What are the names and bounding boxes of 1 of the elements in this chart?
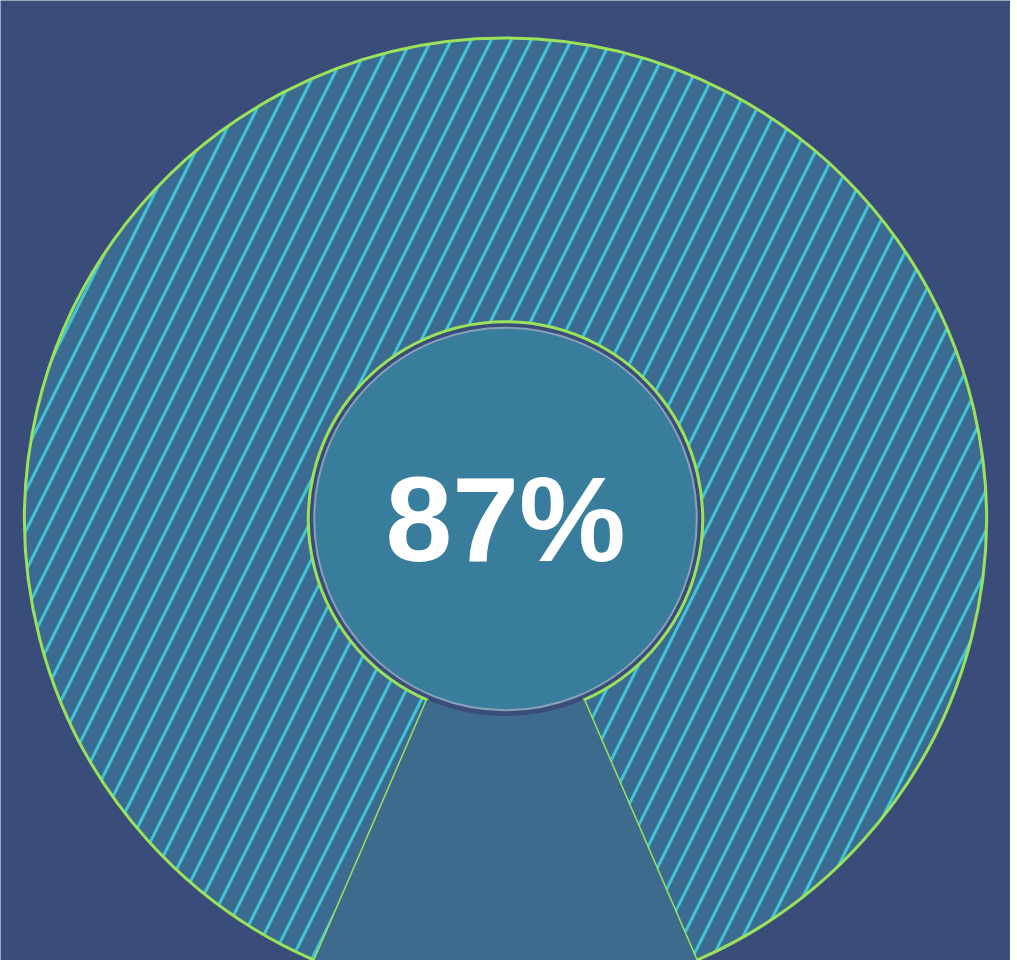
data-label: 87% (385, 451, 626, 586)
